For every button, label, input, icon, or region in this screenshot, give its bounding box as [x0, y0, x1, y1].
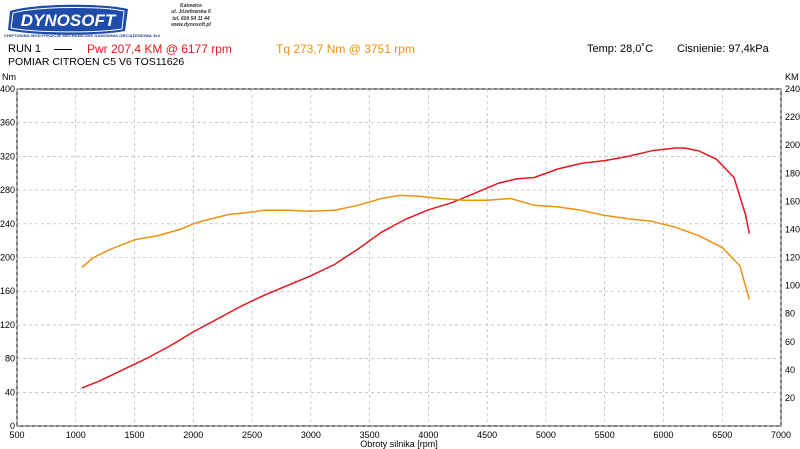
- dynosoft-logo: DYNOSOFT: [8, 4, 128, 35]
- y-left-tick-label: 120: [0, 320, 15, 330]
- y-right-tick-label: 60: [785, 337, 795, 347]
- run-label: RUN 1: [8, 43, 42, 55]
- y-left-tick-label: 240: [0, 219, 15, 229]
- y-right-tick-labels: 20 40 60 80 100 120 140 160 180 200 220 240: [785, 84, 800, 403]
- power-summary: Pwr 207,4 KM @ 6177 rpm: [87, 42, 232, 56]
- x-tick-label: 2500: [242, 430, 262, 440]
- vehicle-description: POMIAR CITROEN C5 V6 TOS11626: [8, 56, 185, 68]
- logo-tagline: CHIPTUNING MODYFIKACJE MECHANICZNE HAMOW…: [4, 33, 160, 38]
- y-left-tick-label: 400: [0, 84, 15, 94]
- x-tick-labels: 500 1000 1500 2000 2500 3000 3500 4000 4500 5000 5…: [9, 430, 791, 440]
- y-left-tick-label: 40: [5, 387, 15, 397]
- torque-curve: [81, 194, 751, 300]
- y-right-tick-label: 240: [785, 84, 800, 94]
- y-left-tick-label: 80: [5, 354, 15, 364]
- x-tick-label: 4000: [418, 430, 438, 440]
- y-left-tick-label: 280: [0, 185, 15, 195]
- company-address: Katowice ul. Józefowska 6 tel. 606 54 11…: [141, 3, 241, 29]
- x-tick-label: 500: [9, 430, 24, 440]
- y-right-tick-label: 80: [785, 309, 795, 319]
- y-right-tick-label: 160: [785, 196, 800, 206]
- x-axis-label: Obroty silnika [rpm]: [360, 439, 438, 449]
- x-tick-label: 6000: [653, 430, 673, 440]
- y-left-tick-label: 160: [0, 286, 15, 296]
- address-street: ul. Józefowska 6: [171, 9, 211, 16]
- y-left-tick-label: 320: [0, 151, 15, 161]
- temperature-readout: Temp: 28,0˚C: [587, 43, 654, 55]
- y-right-axis-label: KM: [785, 72, 799, 82]
- x-tick-label: 5000: [536, 430, 556, 440]
- y-left-axis-label: Nm: [2, 72, 16, 82]
- run-line-swatch: [54, 49, 72, 50]
- x-tick-label: 1500: [125, 430, 145, 440]
- y-right-tick-label: 220: [785, 112, 800, 122]
- x-tick-label: 6500: [712, 430, 732, 440]
- logo-text: DYNOSOFT: [21, 11, 117, 30]
- y-right-tick-label: 20: [785, 393, 795, 403]
- y-right-tick-label: 100: [785, 281, 800, 291]
- address-city: Katowice: [180, 3, 202, 9]
- y-left-tick-label: 200: [0, 253, 15, 263]
- address-website: www.dynosoft.pl: [171, 22, 211, 29]
- y-right-tick-label: 120: [785, 253, 800, 263]
- x-tick-label: 1000: [66, 430, 86, 440]
- y-right-tick-label: 200: [785, 140, 800, 150]
- x-tick-label: 2000: [183, 430, 203, 440]
- x-tick-label: 4500: [477, 430, 497, 440]
- y-left-tick-label: 360: [0, 118, 15, 128]
- x-tick-label: 3500: [360, 430, 380, 440]
- y-left-tick-label: 0: [10, 421, 15, 431]
- x-tick-label: 3000: [301, 430, 321, 440]
- pressure-readout: Cisnienie: 97,4kPa: [677, 43, 769, 55]
- torque-summary: Tq 273,7 Nm @ 3751 rpm: [276, 42, 415, 56]
- address-phone: tel. 606 54 11 44: [172, 15, 210, 22]
- y-right-tick-label: 180: [785, 168, 800, 178]
- grid: [16, 88, 782, 427]
- x-tick-label: 7000: [771, 430, 791, 440]
- series-lines: [81, 147, 751, 389]
- power-curve: [81, 147, 751, 389]
- y-right-tick-label: 40: [785, 365, 795, 375]
- y-left-tick-labels: 0 40 80 120 160 200 240 280 320 360 400: [0, 84, 15, 431]
- y-right-tick-label: 140: [785, 224, 800, 234]
- x-tick-label: 5500: [595, 430, 615, 440]
